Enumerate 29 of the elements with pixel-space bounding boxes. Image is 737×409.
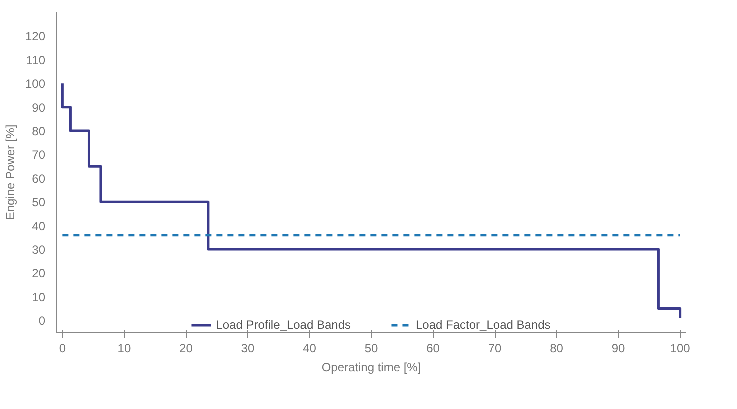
y-tick-label: 30 xyxy=(32,243,46,258)
x-tick-label: 20 xyxy=(180,342,194,356)
legend-label: Load Factor_Load Bands xyxy=(416,318,551,332)
x-tick-label: 50 xyxy=(364,342,378,356)
y-tick-label: 110 xyxy=(26,53,46,68)
line-series xyxy=(61,82,682,320)
x-axis-title: Operating time [%] xyxy=(322,360,422,374)
x-tick-label: 60 xyxy=(426,342,440,356)
y-tick-label: 70 xyxy=(32,148,46,162)
legend-label: Load Profile_Load Bands xyxy=(216,318,352,332)
x-tick-label: 0 xyxy=(59,342,66,356)
x-tick-label: 70 xyxy=(488,342,502,356)
x-tick-label: 80 xyxy=(550,342,564,356)
x-tick-label: 30 xyxy=(241,342,255,356)
x-tick-label: 40 xyxy=(303,342,317,356)
y-tick-label: 20 xyxy=(32,266,46,281)
y-tick-label: 120 xyxy=(25,30,46,44)
y-axis-title: Engine Power [%] xyxy=(3,124,18,220)
y-tick-label: 80 xyxy=(32,124,46,139)
x-tick-label: 10 xyxy=(118,342,132,356)
y-tick-label: 40 xyxy=(32,219,46,234)
y-tick-label: 10 xyxy=(32,290,46,304)
y-tick-label: 60 xyxy=(32,172,46,186)
x-tick-label: 100 xyxy=(670,342,691,356)
y-tick-label: 100 xyxy=(25,77,46,92)
x-tick-label: 90 xyxy=(612,342,626,356)
y-tick-label: 0 xyxy=(38,314,46,328)
y-tick-label: 50 xyxy=(32,196,46,210)
y-tick-label: 90 xyxy=(32,100,46,115)
